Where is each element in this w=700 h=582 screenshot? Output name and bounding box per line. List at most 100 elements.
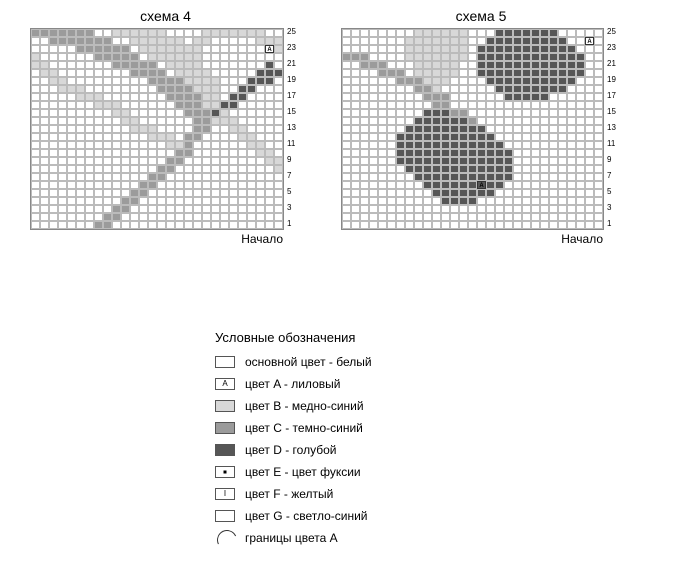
grid-cell xyxy=(130,141,139,149)
grid-cell xyxy=(360,157,369,165)
grid-cell xyxy=(360,61,369,69)
grid-cell xyxy=(378,29,387,37)
grid-cell xyxy=(202,109,211,117)
grid-cell xyxy=(193,117,202,125)
row-label: 1 xyxy=(287,220,301,228)
grid-cell xyxy=(396,173,405,181)
grid-cell xyxy=(513,37,522,45)
grid-cell xyxy=(531,197,540,205)
row-label: 17 xyxy=(287,92,301,100)
grid-cell xyxy=(49,205,58,213)
grid-cell xyxy=(166,117,175,125)
grid-cell xyxy=(202,165,211,173)
grid-cell xyxy=(247,69,256,77)
grid-cell xyxy=(148,77,157,85)
grid-cell xyxy=(67,109,76,117)
grid-cell xyxy=(121,125,130,133)
grid-cell xyxy=(184,37,193,45)
grid-cell xyxy=(342,53,351,61)
grid-cell xyxy=(531,29,540,37)
grid-cell xyxy=(184,85,193,93)
grid-cell xyxy=(414,29,423,37)
grid-cell xyxy=(220,149,229,157)
grid-cell xyxy=(369,61,378,69)
grid-cell xyxy=(202,101,211,109)
grid-cell xyxy=(513,125,522,133)
grid-cell xyxy=(130,29,139,37)
grid-cell xyxy=(396,101,405,109)
grid-cell xyxy=(594,45,603,53)
grid-cell xyxy=(148,45,157,53)
grid-cell xyxy=(468,109,477,117)
grid-cell xyxy=(585,205,594,213)
grid-cell xyxy=(265,93,274,101)
grid-cell xyxy=(378,149,387,157)
grid-cell xyxy=(103,77,112,85)
grid-cell xyxy=(247,85,256,93)
grid-cell xyxy=(387,141,396,149)
grid-cell xyxy=(360,29,369,37)
grid-cell xyxy=(130,189,139,197)
grid-cell xyxy=(414,69,423,77)
grid-cell xyxy=(220,45,229,53)
grid-cell xyxy=(229,109,238,117)
grid-cell xyxy=(450,205,459,213)
grid-cell xyxy=(49,157,58,165)
grid-cell xyxy=(202,181,211,189)
grid-cell xyxy=(549,61,558,69)
grid-cell xyxy=(387,29,396,37)
grid-cell xyxy=(238,165,247,173)
grid-cell xyxy=(238,189,247,197)
grid-cell xyxy=(567,117,576,125)
grid-cell xyxy=(193,69,202,77)
grid-cell xyxy=(94,53,103,61)
grid-cell xyxy=(193,221,202,229)
grid-cell xyxy=(193,213,202,221)
grid-cell xyxy=(76,205,85,213)
grid-cell xyxy=(513,53,522,61)
grid-cell xyxy=(450,197,459,205)
grid-cell xyxy=(121,189,130,197)
grid-cell xyxy=(112,141,121,149)
grid-cell xyxy=(450,173,459,181)
grid-cell xyxy=(486,77,495,85)
grid-cell xyxy=(40,45,49,53)
grid-cell xyxy=(229,141,238,149)
grid-cell xyxy=(378,93,387,101)
grid-cell xyxy=(531,205,540,213)
grid-cell xyxy=(121,69,130,77)
grid-cell xyxy=(369,85,378,93)
grid-cell xyxy=(76,53,85,61)
grid-cell xyxy=(49,213,58,221)
grid-cell xyxy=(94,85,103,93)
grid-cell xyxy=(58,221,67,229)
grid-cell xyxy=(567,221,576,229)
grid-cell xyxy=(85,165,94,173)
grid-cell xyxy=(360,37,369,45)
grid-cell xyxy=(202,93,211,101)
grid-cell xyxy=(486,53,495,61)
grid-cell xyxy=(405,53,414,61)
grid-cell xyxy=(342,85,351,93)
grid-cell xyxy=(405,173,414,181)
grid-cell xyxy=(567,149,576,157)
grid-cell xyxy=(148,181,157,189)
grid-cell xyxy=(405,69,414,77)
grid-cell xyxy=(31,109,40,117)
grid-cell xyxy=(202,53,211,61)
grid-cell xyxy=(211,197,220,205)
grid-cell xyxy=(351,157,360,165)
grid-cell xyxy=(540,29,549,37)
row-label: 7 xyxy=(287,172,301,180)
grid-cell xyxy=(58,37,67,45)
grid-cell xyxy=(166,197,175,205)
grid-cell xyxy=(432,77,441,85)
grid-cell xyxy=(432,197,441,205)
grid-cell xyxy=(139,69,148,77)
grid-cell xyxy=(130,61,139,69)
grid-cell xyxy=(148,205,157,213)
grid-cell xyxy=(31,77,40,85)
grid-cell xyxy=(360,181,369,189)
grid-cell xyxy=(486,221,495,229)
grid-cell xyxy=(85,133,94,141)
